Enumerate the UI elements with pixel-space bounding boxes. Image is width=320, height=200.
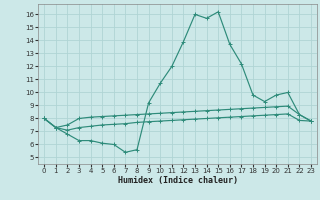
X-axis label: Humidex (Indice chaleur): Humidex (Indice chaleur) bbox=[118, 176, 238, 185]
